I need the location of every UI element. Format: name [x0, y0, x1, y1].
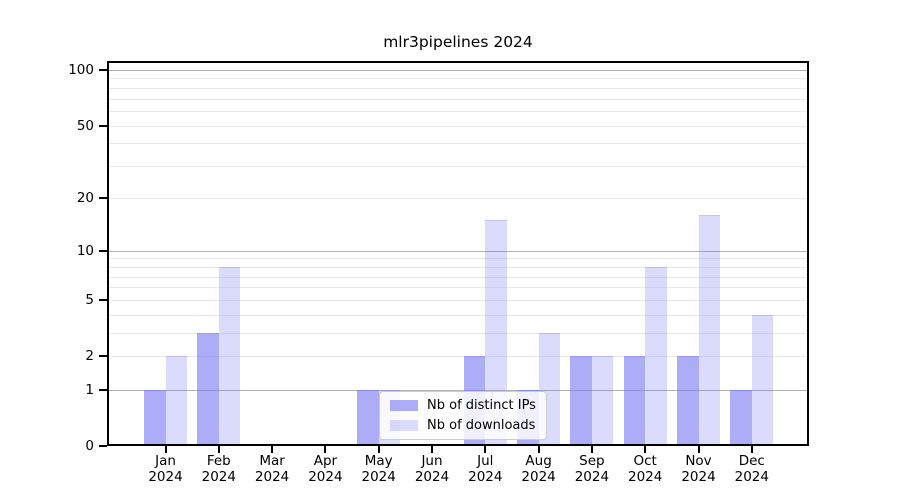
bar-jan-downloads [165, 356, 187, 446]
minor-gridline [107, 111, 809, 113]
minor-gridline [107, 356, 809, 358]
x-tick-mark [217, 446, 220, 453]
minor-gridline [107, 98, 809, 100]
minor-gridline [107, 333, 809, 335]
bar-nov-downloads [698, 215, 720, 446]
x-tick-label-oct: Oct 2024 [628, 453, 663, 485]
y-tick-mark [99, 68, 107, 71]
minor-gridline [107, 314, 809, 316]
bar-dec-downloads [751, 314, 774, 446]
bar-dec-distinct-ips [730, 389, 752, 446]
chart-title: mlr3pipelines 2024 [383, 33, 533, 51]
y-tick-label: 50 [76, 117, 94, 134]
x-tick-mark [750, 446, 753, 453]
bar-feb-distinct-ips [197, 333, 219, 446]
minor-gridline [107, 300, 809, 302]
bar-feb-downloads [218, 266, 241, 446]
y-tick-mark [99, 124, 107, 127]
bar-sep-downloads [591, 356, 614, 446]
minor-gridline [107, 258, 809, 260]
minor-gridline [107, 266, 809, 268]
legend-swatch [390, 420, 418, 431]
x-tick-mark [697, 446, 700, 453]
x-tick-mark [537, 446, 540, 453]
x-tick-label-feb: Feb 2024 [201, 453, 236, 485]
bar-jul-downloads [485, 220, 507, 446]
x-tick-mark [431, 446, 433, 453]
x-tick-mark [644, 446, 647, 453]
y-tick-mark [99, 299, 107, 302]
x-tick-mark [590, 446, 593, 453]
y-tick-mark [99, 249, 107, 252]
legend-item: Nb of distinct IPs [390, 398, 538, 413]
x-tick-label-jun: Jun 2024 [414, 453, 450, 485]
bar-oct-distinct-ips [623, 356, 646, 446]
legend-label: Nb of distinct IPs [427, 398, 536, 413]
x-tick-label-nov: Nov 2024 [681, 453, 716, 485]
y-tick-label: 5 [85, 292, 94, 309]
x-tick-mark [271, 446, 274, 453]
y-tick-mark [99, 445, 107, 447]
x-tick-label-jul: Jul 2024 [468, 453, 503, 485]
minor-gridline [107, 125, 809, 127]
minor-gridline [107, 166, 809, 168]
x-tick-label-mar: Mar 2024 [254, 453, 290, 485]
x-tick-mark [377, 446, 380, 453]
major-gridline [107, 250, 809, 252]
major-gridline [107, 389, 809, 391]
legend-label: Nb of downloads [427, 418, 536, 433]
y-tick-label: 20 [76, 189, 94, 206]
minor-gridline [107, 276, 809, 278]
y-tick-label: 2 [85, 348, 94, 365]
bar-sep-distinct-ips [570, 356, 592, 446]
x-tick-label-may: May 2024 [361, 453, 396, 485]
minor-gridline [107, 78, 809, 80]
plot-area: Nb of distinct IPs Nb of downloads 0 1 2 5 10… [68, 61, 809, 485]
y-tick-label: 1 [85, 381, 94, 398]
y-tick-label: 100 [68, 61, 94, 78]
minor-gridline [107, 287, 809, 289]
y-tick-mark [99, 196, 107, 199]
legend-swatch [390, 400, 418, 411]
minor-gridline [107, 143, 809, 145]
x-tick-label-apr: Apr 2024 [308, 453, 343, 485]
y-tick-label: 10 [76, 242, 94, 259]
bar-may-distinct-ips [357, 389, 379, 446]
bar-oct-downloads [645, 266, 667, 446]
x-tick-label-dec: Dec 2024 [734, 453, 769, 485]
minor-gridline [107, 87, 809, 89]
x-tick-mark [164, 446, 167, 453]
y-tick-label: 0 [85, 438, 94, 454]
legend-item: Nb of downloads [390, 418, 538, 433]
legend: Nb of distinct IPs Nb of downloads [379, 391, 547, 440]
x-tick-label-sep: Sep 2024 [574, 453, 610, 485]
y-tick-mark [99, 388, 107, 391]
x-tick-mark [324, 446, 327, 453]
x-tick-label-jan: Jan 2024 [148, 453, 183, 485]
minor-gridline [107, 197, 809, 199]
major-gridline [107, 69, 809, 71]
y-tick-mark [99, 355, 107, 358]
bar-nov-distinct-ips [677, 356, 699, 446]
bar-jan-distinct-ips [144, 389, 166, 446]
x-tick-mark [484, 446, 487, 453]
x-tick-label-aug: Aug 2024 [521, 453, 556, 485]
